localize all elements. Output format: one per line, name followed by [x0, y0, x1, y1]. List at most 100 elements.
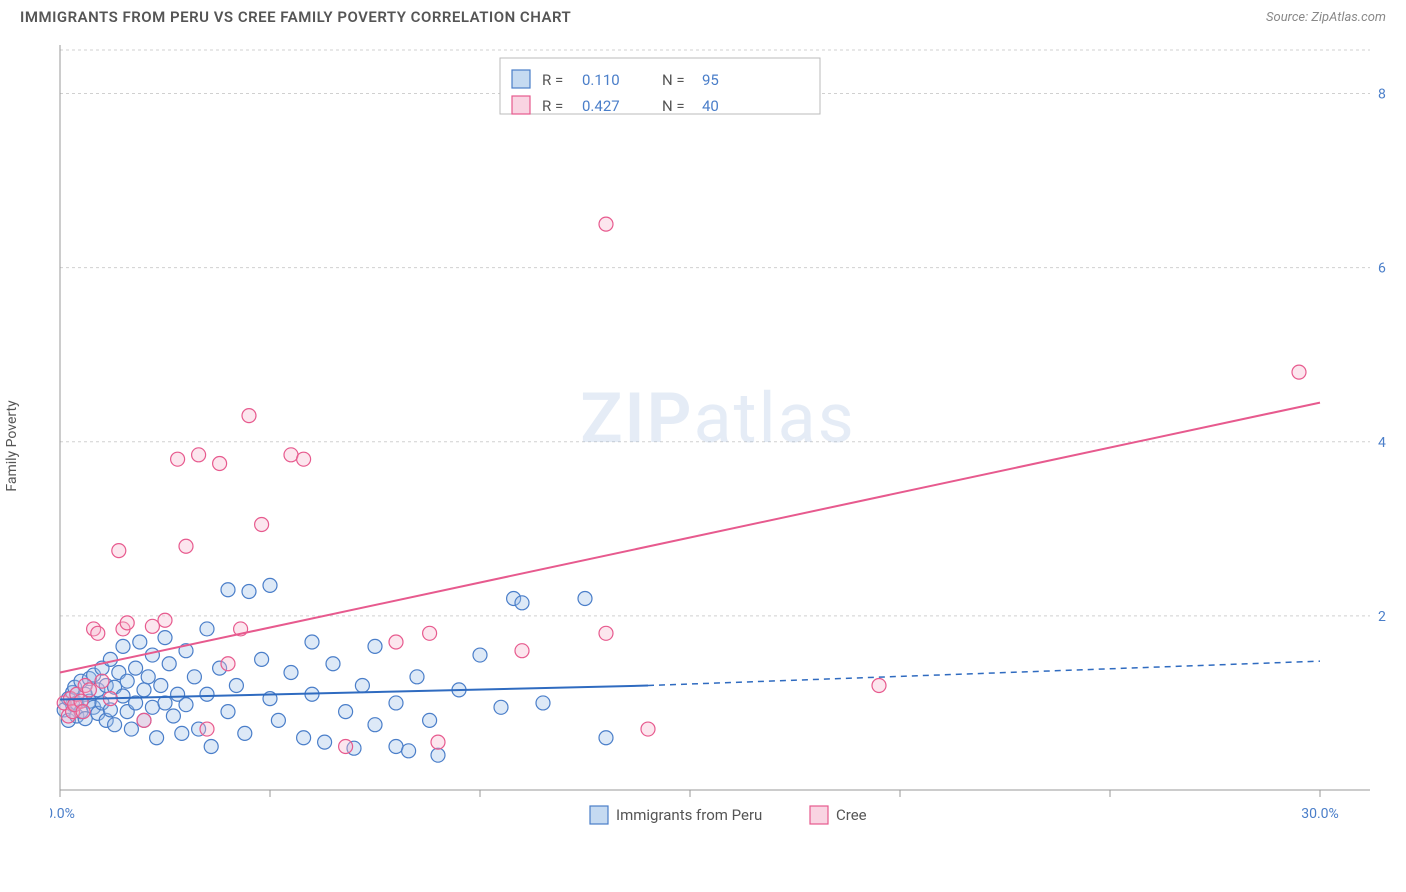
data-point: [599, 626, 613, 640]
data-point: [402, 744, 416, 758]
data-point: [158, 631, 172, 645]
data-point: [389, 696, 403, 710]
data-point: [263, 578, 277, 592]
data-point: [213, 457, 227, 471]
data-point: [389, 635, 403, 649]
legend-swatch: [512, 96, 530, 114]
data-point: [238, 726, 252, 740]
data-point: [284, 448, 298, 462]
data-point: [103, 652, 117, 666]
y-tick-label: 20.0%: [1378, 609, 1386, 625]
series-label: Immigrants from Peru: [616, 806, 762, 824]
y-tick-label: 80.0%: [1378, 87, 1386, 103]
data-point: [116, 639, 130, 653]
data-point: [141, 670, 155, 684]
data-point: [76, 705, 90, 719]
data-point: [255, 652, 269, 666]
scatter-chart: 20.0% 40.0% 60.0% 80.0% 0.0% 30.0% R = 0.110 N =…: [50, 30, 1386, 840]
data-point: [162, 657, 176, 671]
data-point: [179, 539, 193, 553]
data-point: [154, 679, 168, 693]
series-swatch: [810, 806, 828, 824]
data-point: [599, 731, 613, 745]
legend-swatch: [512, 70, 530, 88]
trend-line-extrapolated: [648, 661, 1320, 685]
data-point: [145, 619, 159, 633]
data-point: [158, 613, 172, 627]
data-point: [204, 739, 218, 753]
legend-n-label: N =: [662, 71, 685, 89]
data-point: [515, 644, 529, 658]
data-point: [305, 635, 319, 649]
data-point: [82, 683, 96, 697]
series-swatch: [590, 806, 608, 824]
y-axis-label: Family Poverty: [4, 400, 20, 491]
data-point: [175, 726, 189, 740]
legend-r-label: R =: [542, 97, 563, 115]
data-point: [431, 735, 445, 749]
data-point: [368, 718, 382, 732]
legend-r-value: 0.427: [582, 97, 620, 115]
data-point: [297, 452, 311, 466]
data-point: [116, 689, 130, 703]
data-point: [423, 626, 437, 640]
data-point: [599, 217, 613, 231]
data-point: [137, 713, 151, 727]
data-point: [229, 679, 243, 693]
data-point: [133, 635, 147, 649]
data-point: [339, 739, 353, 753]
legend-n-label: N =: [662, 97, 685, 115]
data-point: [284, 665, 298, 679]
data-point: [410, 670, 424, 684]
data-point: [494, 700, 508, 714]
data-point: [200, 722, 214, 736]
data-point: [872, 679, 886, 693]
x-tick-label: 0.0%: [50, 806, 75, 822]
data-point: [515, 596, 529, 610]
chart-title: IMMIGRANTS FROM PERU VS CREE FAMILY POVE…: [20, 8, 571, 26]
data-point: [255, 517, 269, 531]
source-attribution: Source: ZipAtlas.com: [1266, 10, 1386, 25]
legend-r-value: 0.110: [582, 71, 620, 89]
data-point: [473, 648, 487, 662]
data-point: [318, 735, 332, 749]
data-point: [221, 705, 235, 719]
data-point: [145, 648, 159, 662]
data-point: [108, 718, 122, 732]
data-point: [242, 585, 256, 599]
data-point: [423, 713, 437, 727]
data-point: [221, 657, 235, 671]
data-point: [431, 748, 445, 762]
data-point: [536, 696, 550, 710]
data-point: [200, 622, 214, 636]
data-point: [1292, 365, 1306, 379]
data-point: [120, 674, 134, 688]
trend-line: [60, 403, 1320, 673]
data-point: [271, 713, 285, 727]
data-point: [355, 679, 369, 693]
data-point: [389, 739, 403, 753]
data-point: [179, 698, 193, 712]
x-tick-label: 30.0%: [1301, 806, 1339, 822]
y-tick-label: 40.0%: [1378, 435, 1386, 451]
legend-n-value: 40: [702, 97, 719, 115]
data-point: [129, 661, 143, 675]
series-label: Cree: [836, 806, 867, 824]
data-point: [242, 409, 256, 423]
data-point: [297, 731, 311, 745]
data-point: [221, 583, 235, 597]
data-point: [150, 731, 164, 745]
data-point: [326, 657, 340, 671]
data-point: [112, 544, 126, 558]
data-point: [368, 639, 382, 653]
legend-n-value: 95: [702, 71, 719, 89]
data-point: [145, 700, 159, 714]
chart-container: ZIPatlas 20.0%40.0%60.0%80.0%0.0%30.0%R …: [50, 30, 1386, 840]
data-point: [171, 452, 185, 466]
data-point: [339, 705, 353, 719]
data-point: [91, 626, 105, 640]
legend-r-label: R =: [542, 71, 563, 89]
data-point: [95, 674, 109, 688]
y-tick-label: 60.0%: [1378, 261, 1386, 277]
data-point: [137, 683, 151, 697]
